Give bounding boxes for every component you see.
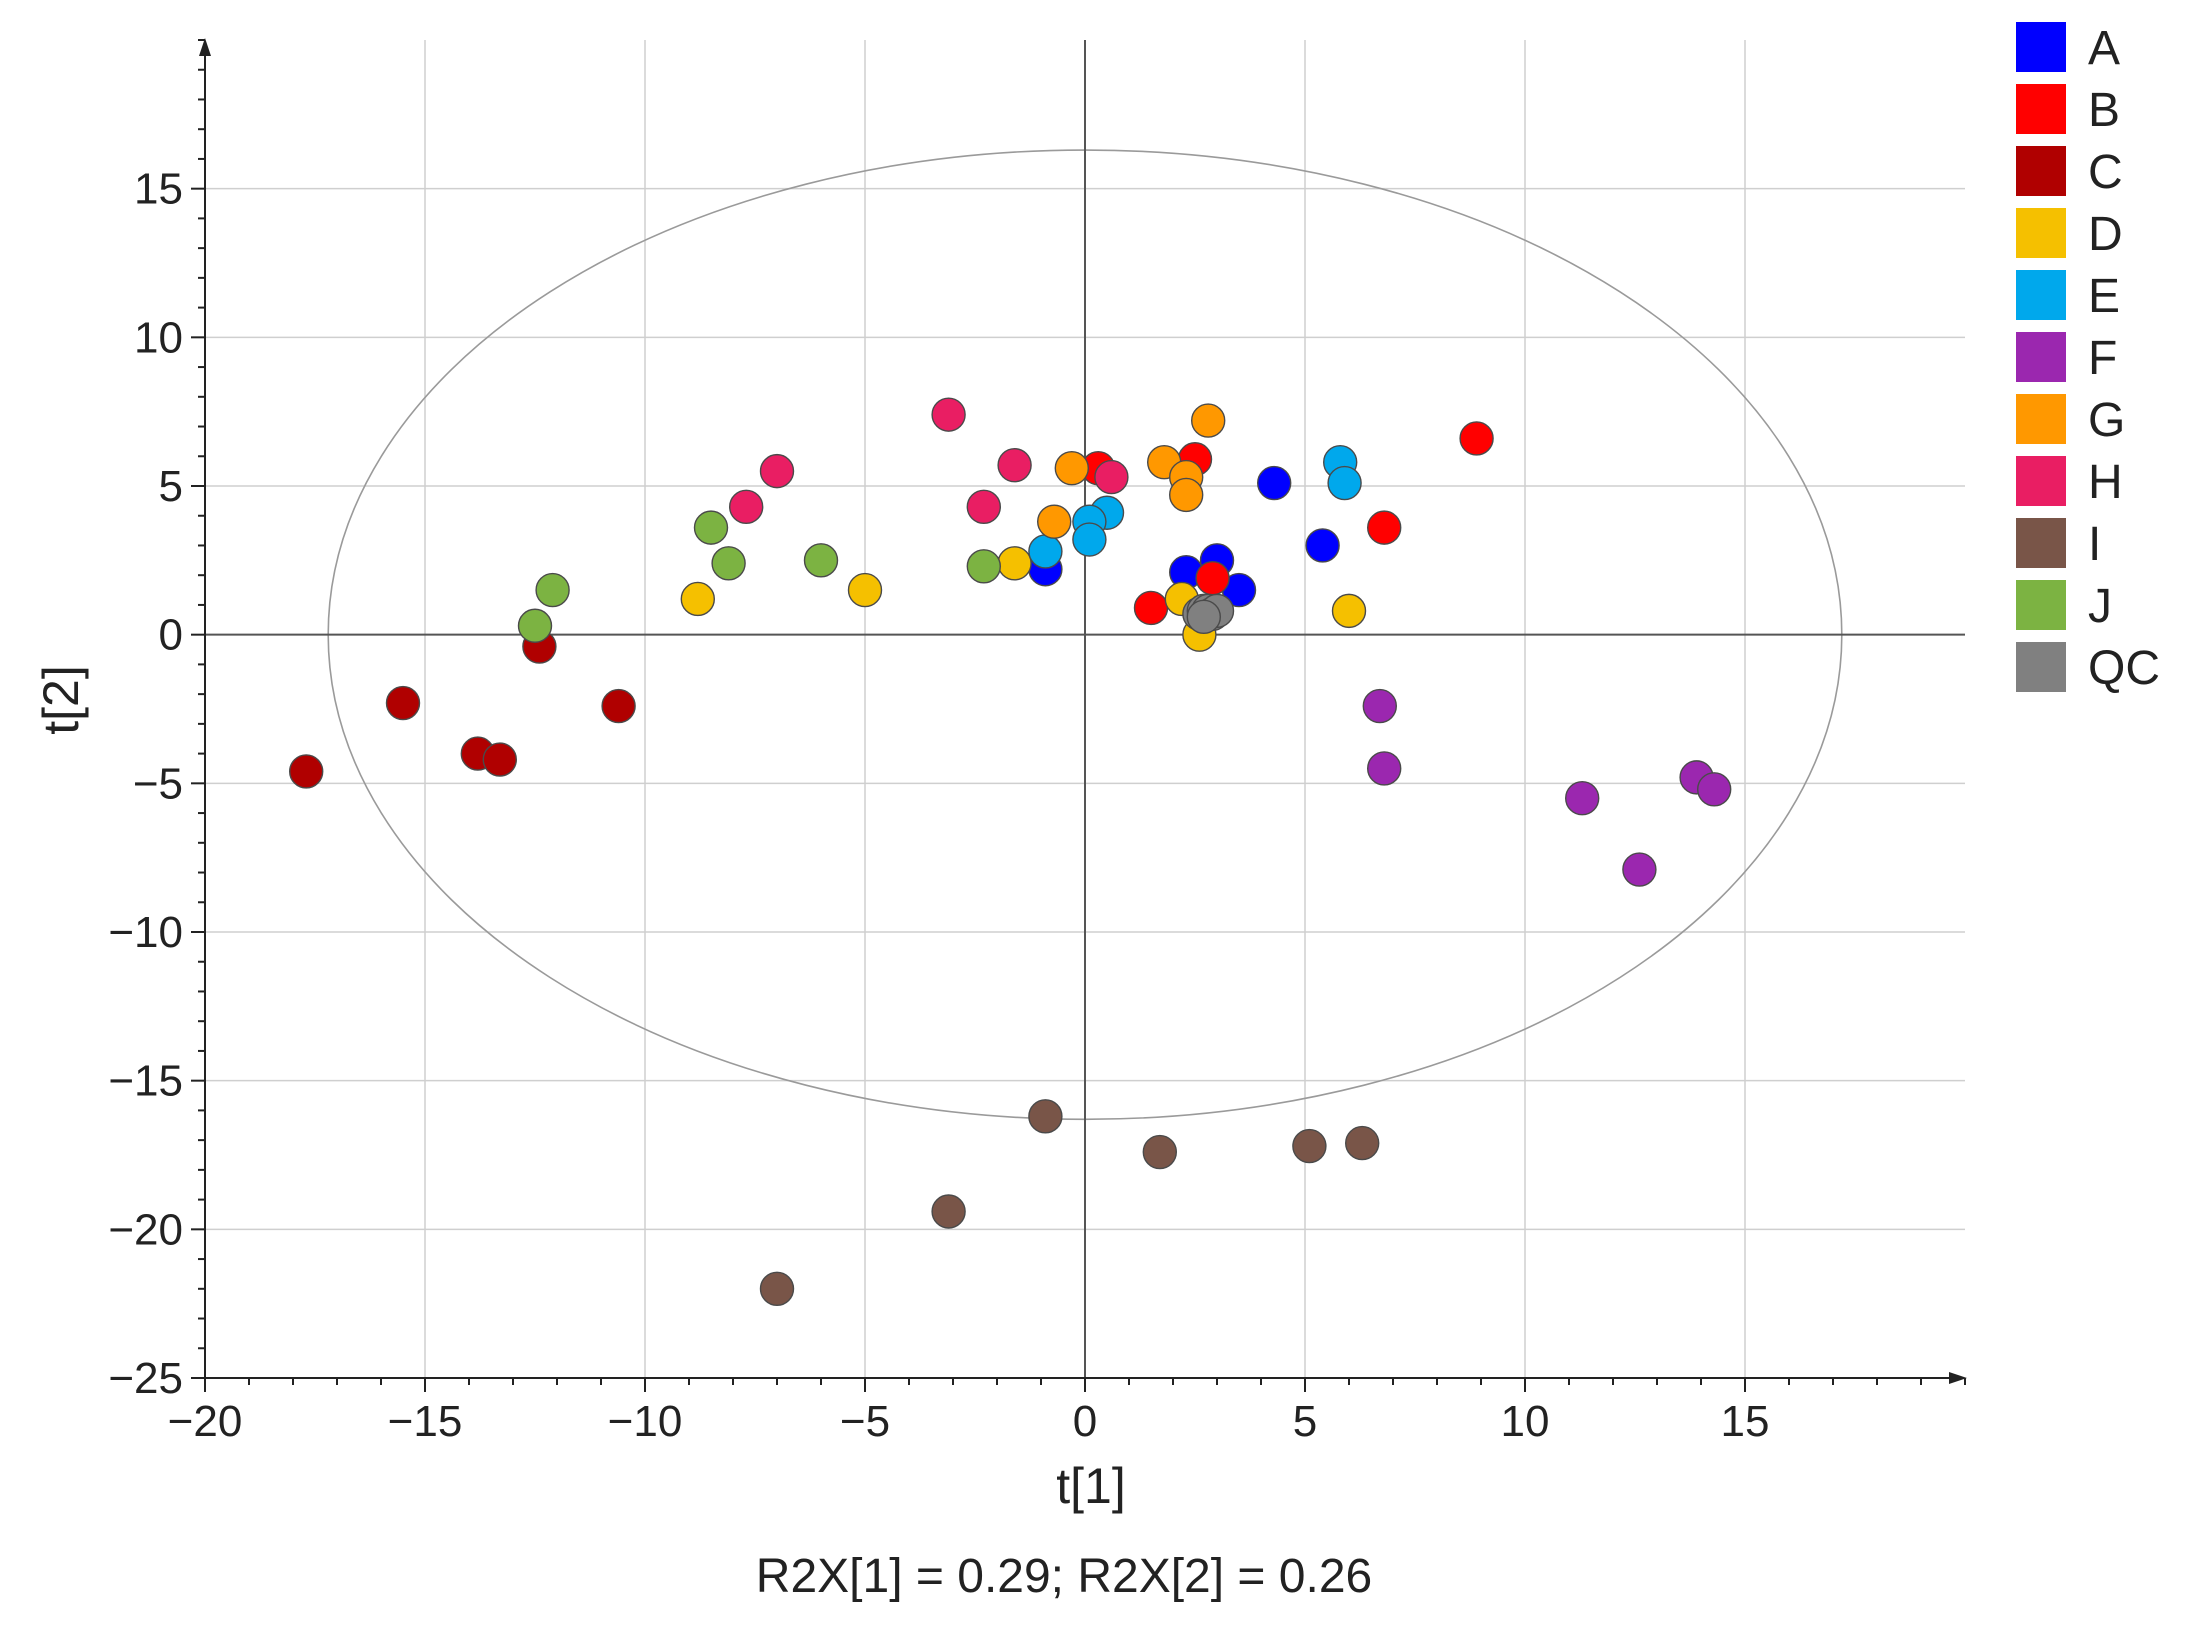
legend-swatch-f — [2016, 332, 2066, 382]
point-j — [711, 546, 746, 581]
data-points — [289, 397, 1732, 1307]
y-tick-label: 10 — [134, 313, 183, 362]
y-tick-label: 0 — [159, 611, 183, 660]
y-tick-label: 5 — [159, 462, 183, 511]
legend-label-e: E — [2088, 270, 2120, 323]
y-tick-label: −10 — [108, 908, 183, 957]
legend-label-c: C — [2088, 146, 2123, 199]
y-axis-arrow — [199, 38, 211, 56]
legend-swatch-c — [2016, 146, 2066, 196]
point-a — [1305, 528, 1340, 563]
point-b — [1459, 421, 1494, 456]
x-tick-label: −10 — [608, 1397, 683, 1446]
point-j — [517, 608, 553, 643]
zero-lines — [205, 40, 1965, 1378]
point-f — [1366, 751, 1402, 786]
point-j — [803, 543, 839, 578]
point-h — [729, 489, 764, 525]
x-tick-label: 5 — [1293, 1397, 1317, 1446]
legend-label-h: H — [2088, 456, 2123, 509]
legend-swatch-g — [2016, 394, 2066, 444]
point-d — [680, 581, 715, 617]
y-axis-title: t[2] — [33, 665, 89, 734]
point-f — [1564, 781, 1600, 816]
x-tick-label: −20 — [168, 1397, 243, 1446]
legend-swatch-i — [2016, 518, 2066, 568]
point-i — [1292, 1128, 1327, 1164]
point-b — [1366, 510, 1402, 545]
point-h — [997, 447, 1032, 483]
legend-label-qc: QC — [2088, 642, 2160, 695]
point-h — [1094, 459, 1129, 495]
point-b — [1195, 560, 1230, 596]
point-g — [1168, 477, 1204, 513]
variance-caption: R2X[1] = 0.29; R2X[2] = 0.26 — [756, 1550, 1372, 1603]
point-e — [1072, 522, 1107, 557]
point-j — [966, 549, 1001, 584]
point-i — [1028, 1099, 1063, 1134]
y-tick-label: −15 — [108, 1057, 183, 1106]
legend-swatch-d — [2016, 208, 2066, 258]
legend-swatch-qc — [2016, 642, 2066, 692]
point-i — [759, 1271, 795, 1307]
point-e — [1028, 534, 1063, 569]
legend-swatch-e — [2016, 270, 2066, 320]
point-d — [847, 572, 883, 608]
point-c — [601, 688, 636, 724]
point-i — [1142, 1134, 1178, 1170]
legend-label-b: B — [2088, 84, 2120, 137]
x-tick-label: −5 — [840, 1397, 890, 1446]
point-c — [289, 754, 324, 789]
legend-label-a: A — [2088, 22, 2120, 75]
point-h — [966, 489, 1001, 525]
point-e — [1327, 465, 1362, 501]
y-tick-label: −20 — [108, 1205, 183, 1254]
point-j — [693, 510, 729, 545]
legend-swatch-b — [2016, 84, 2066, 134]
x-axis-arrow — [1949, 1372, 1967, 1384]
y-tick-label: 15 — [134, 165, 183, 214]
point-f — [1622, 852, 1657, 887]
y-tick-label: −5 — [133, 759, 183, 808]
point-g — [1054, 450, 1090, 486]
point-h — [931, 397, 966, 432]
legend-label-f: F — [2088, 332, 2117, 385]
legend-label-d: D — [2088, 208, 2123, 261]
point-qc — [1186, 599, 1222, 635]
point-d — [997, 546, 1032, 581]
point-g — [1190, 403, 1226, 438]
axes — [191, 38, 1967, 1392]
legend-swatch-a — [2016, 22, 2066, 72]
x-tick-label: 15 — [1721, 1397, 1770, 1446]
legend-label-i: I — [2088, 518, 2101, 571]
point-i — [931, 1194, 966, 1229]
point-j — [535, 572, 570, 608]
point-a — [1256, 465, 1292, 501]
legend-swatch-j — [2016, 580, 2066, 630]
point-i — [1344, 1125, 1380, 1161]
y-tick-label: −25 — [108, 1354, 183, 1403]
point-f — [1362, 688, 1398, 724]
point-b — [1133, 590, 1169, 626]
legend-label-j: J — [2088, 580, 2112, 633]
point-c — [482, 742, 517, 777]
point-h — [759, 453, 795, 489]
x-axis-title: t[1] — [1056, 1458, 1125, 1514]
x-tick-label: −15 — [388, 1397, 463, 1446]
x-tick-label: 10 — [1501, 1397, 1550, 1446]
point-d — [1331, 593, 1367, 629]
x-tick-label: 0 — [1073, 1397, 1097, 1446]
legend-label-g: G — [2088, 394, 2125, 447]
point-f — [1696, 772, 1732, 807]
legend-swatch-h — [2016, 456, 2066, 506]
point-g — [1036, 504, 1072, 539]
point-c — [385, 685, 421, 721]
